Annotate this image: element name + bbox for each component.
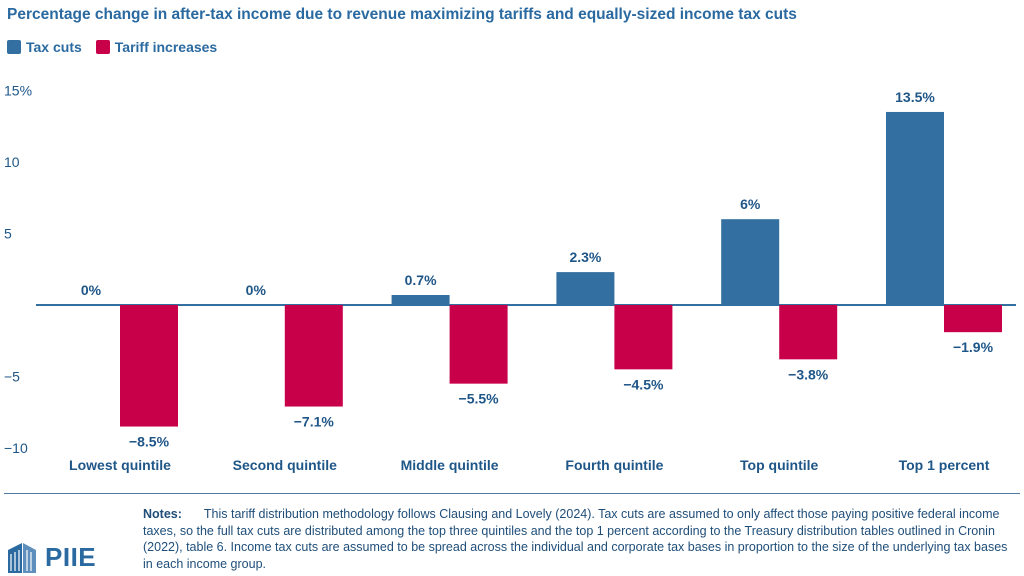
x-tick-label: Top quintile xyxy=(740,457,818,473)
bar-tax-cuts xyxy=(556,272,615,305)
legend-swatch-tariff-increases xyxy=(95,40,110,54)
data-label-tax-cuts: 0% xyxy=(246,282,267,298)
chart-legend: Tax cuts Tariff increases xyxy=(7,39,217,55)
notes-text: This tariff distribution methodology fol… xyxy=(143,507,1008,571)
bar-tariff-increases xyxy=(449,305,508,384)
x-tick-label: Middle quintile xyxy=(401,457,499,473)
legend-item-tariff-increases: Tariff increases xyxy=(95,39,218,55)
data-label-tax-cuts: 6% xyxy=(740,196,761,212)
data-label-tax-cuts: 0% xyxy=(81,282,102,298)
x-tick-label: Top 1 percent xyxy=(899,457,990,473)
legend-label-tax-cuts: Tax cuts xyxy=(26,39,82,55)
bar-tariff-increases xyxy=(120,305,178,427)
bar-chart: −10 −5 5 10 15% Lowest quintile 0% −8.5% Second … xyxy=(4,83,1016,473)
bar-tariff-increases xyxy=(614,305,673,370)
bar-tariff-increases xyxy=(944,305,1002,333)
y-tick-label: −5 xyxy=(4,369,20,385)
bar-tax-cuts xyxy=(391,294,450,305)
piie-logo-text: PIIE xyxy=(45,541,97,572)
data-label-tariff-increases: −3.8% xyxy=(788,366,829,382)
data-label-tariff-increases: −5.5% xyxy=(459,391,500,407)
legend-swatch-tax-cuts xyxy=(7,40,21,54)
divider xyxy=(4,493,1020,494)
x-tick-label: Lowest quintile xyxy=(69,457,171,473)
notes: Notes: This tariff distribution methodolo… xyxy=(143,506,1015,572)
bar-tax-cuts xyxy=(721,219,780,305)
y-tick-label: 5 xyxy=(4,226,12,242)
bar-tax-cuts xyxy=(886,111,944,305)
bar-tariff-increases xyxy=(284,305,343,407)
x-tick-label: Fourth quintile xyxy=(565,457,663,473)
notes-label: Notes: xyxy=(143,507,182,521)
data-label-tax-cuts: 13.5% xyxy=(895,89,935,105)
piie-logo: PIIE xyxy=(5,540,96,574)
x-tick-label: Second quintile xyxy=(233,457,337,473)
chart-title: Percentage change in after-tax income du… xyxy=(7,6,797,23)
bar-tariff-increases xyxy=(779,305,838,360)
data-label-tariff-increases: −4.5% xyxy=(623,376,664,392)
piie-building-icon xyxy=(8,543,36,573)
data-label-tariff-increases: −8.5% xyxy=(129,434,170,450)
legend-item-tax-cuts: Tax cuts xyxy=(7,39,82,55)
data-label-tariff-increases: −1.9% xyxy=(953,339,994,355)
y-tick-label: 10 xyxy=(4,154,20,170)
legend-label-tariff-increases: Tariff increases xyxy=(114,39,218,55)
data-label-tax-cuts: 2.3% xyxy=(569,249,601,265)
data-label-tariff-increases: −7.1% xyxy=(294,414,335,430)
y-tick-label: −10 xyxy=(4,440,28,456)
data-label-tax-cuts: 0.7% xyxy=(405,272,437,288)
y-tick-label: 15% xyxy=(4,83,32,99)
